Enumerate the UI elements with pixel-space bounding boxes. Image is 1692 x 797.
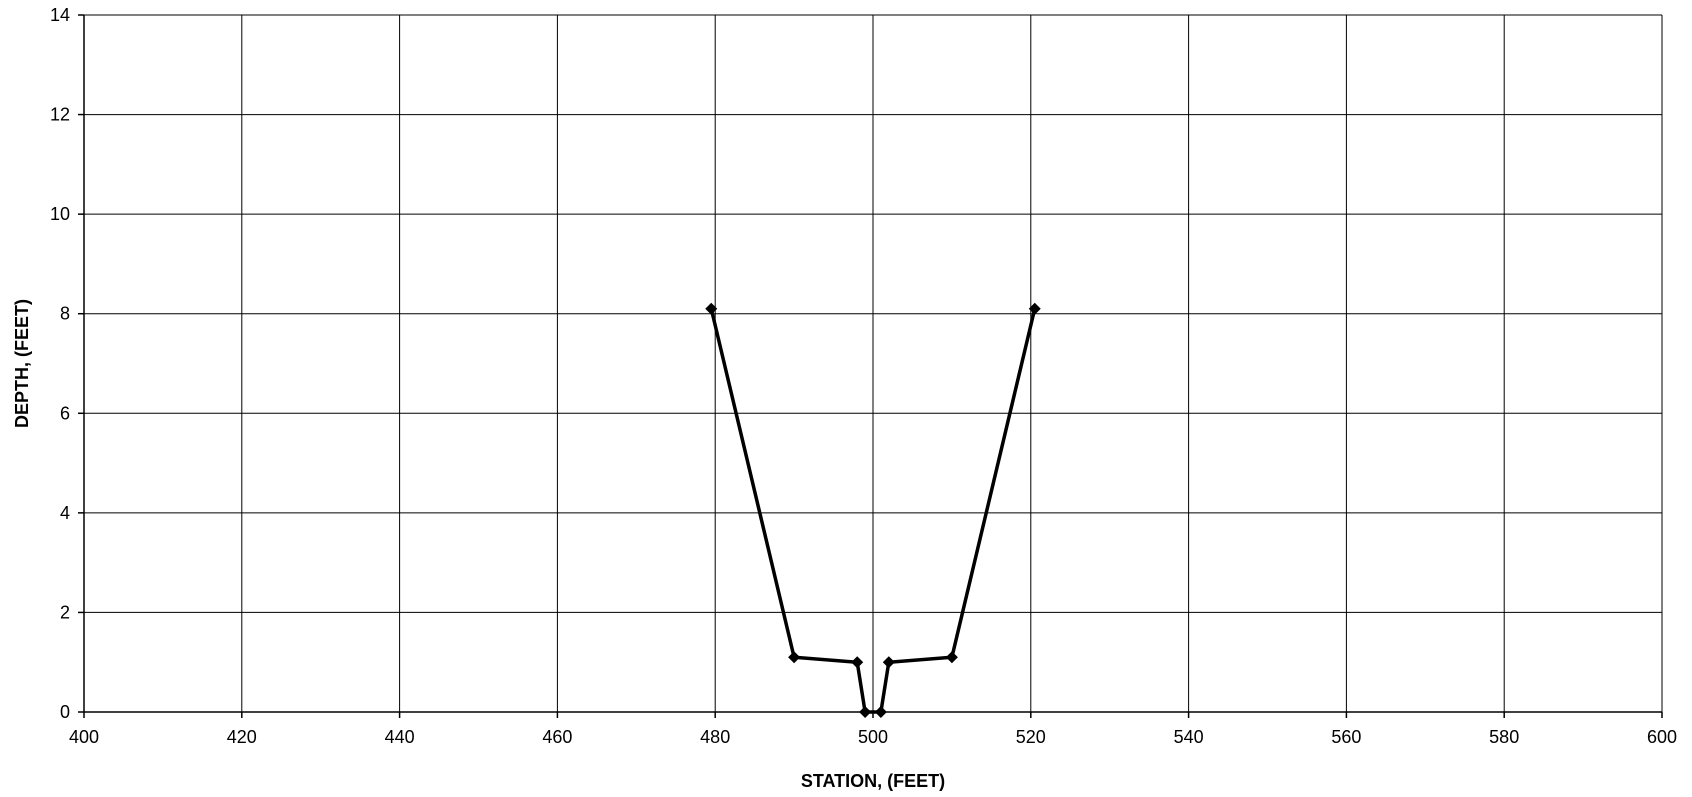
x-tick-label: 500 xyxy=(858,727,888,747)
y-tick-label: 12 xyxy=(50,105,70,125)
y-tick-label: 0 xyxy=(60,702,70,722)
x-tick-label: 440 xyxy=(385,727,415,747)
tick-labels: 400 420 440 460 480 500 520 540 560 580 600 0 2 4 6 8 10… xyxy=(50,5,1677,747)
y-axis-title: DEPTH, (FEET) xyxy=(12,299,32,428)
x-tick-label: 480 xyxy=(700,727,730,747)
x-tick-label: 540 xyxy=(1174,727,1204,747)
y-tick-label: 8 xyxy=(60,304,70,324)
y-tick-label: 4 xyxy=(60,503,70,523)
x-tick-label: 460 xyxy=(542,727,572,747)
x-tick-label: 600 xyxy=(1647,727,1677,747)
gridlines xyxy=(84,14,1663,712)
x-tick-label: 560 xyxy=(1331,727,1361,747)
y-tick-label: 14 xyxy=(50,5,70,25)
data-point xyxy=(1028,302,1041,315)
x-tick-label: 420 xyxy=(227,727,257,747)
y-tick-label: 2 xyxy=(60,602,70,622)
data-point xyxy=(705,302,718,315)
x-tick-label: 400 xyxy=(69,727,99,747)
data-point xyxy=(882,656,895,669)
x-axis-title: STATION, (FEET) xyxy=(801,771,945,791)
y-tick-label: 6 xyxy=(60,403,70,423)
data-point xyxy=(874,706,887,718)
data-point xyxy=(851,656,864,669)
y-tick-label: 10 xyxy=(50,204,70,224)
data-point xyxy=(945,651,958,664)
series-line xyxy=(709,308,1037,714)
x-tick-label: 520 xyxy=(1016,727,1046,747)
data-point xyxy=(859,706,872,718)
data-point xyxy=(788,651,801,664)
x-tick-label: 580 xyxy=(1489,727,1519,747)
series-layer xyxy=(705,302,1041,718)
